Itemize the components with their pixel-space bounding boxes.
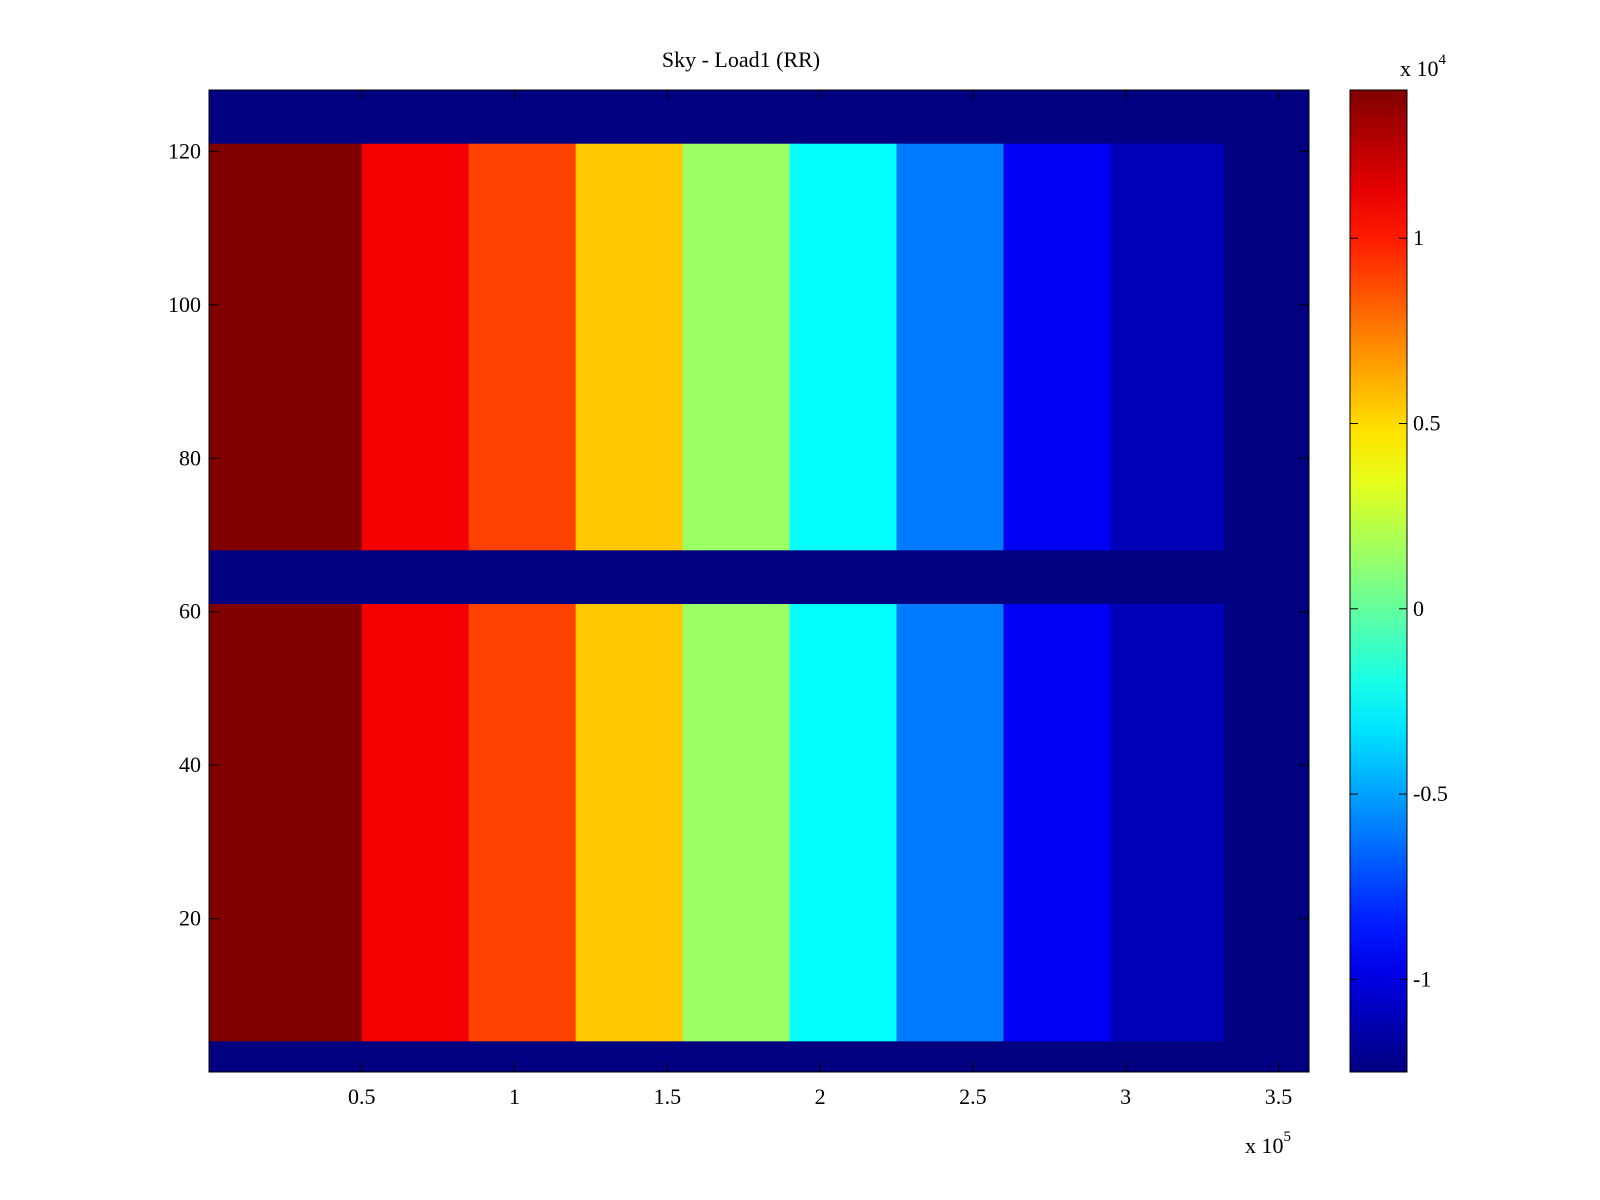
- y-tick-label: 100: [168, 292, 201, 317]
- heatmap-cell-band1-col8: [1110, 143, 1225, 551]
- heatmap-cell-band0-col7: [1003, 604, 1111, 1042]
- y-tick-label: 60: [179, 599, 201, 624]
- y-tick-label: 80: [179, 445, 201, 470]
- x-tick-label: 1.5: [654, 1084, 682, 1109]
- heatmap-cell-band1-col0: [209, 143, 363, 551]
- y-tick-label: 20: [179, 906, 201, 931]
- colorbar-tick-label: 1: [1413, 225, 1424, 250]
- heatmap-cell-band1-col4: [682, 143, 791, 551]
- x-tick-label: 3: [1120, 1084, 1131, 1109]
- heatmap-cell-band1-col7: [1003, 143, 1111, 551]
- y-tick-label: 40: [179, 752, 201, 777]
- colorbar-tick-label: -1: [1413, 966, 1431, 991]
- heatmap-cell-band1-col6: [896, 143, 1005, 551]
- heatmap-cell-band0-col5: [789, 604, 898, 1042]
- colorbar-scale-label: x 104: [1400, 52, 1447, 81]
- colorbar-frame: [1349, 89, 1408, 1073]
- heatmap-cell-band0-col3: [575, 604, 684, 1042]
- plot-frame: [208, 89, 1310, 1073]
- axes: 0.5 1 1.5 2 2.5 3 3.5 20 40 60 80 100 120: [168, 89, 1310, 1109]
- heatmap-cell-band1-col5: [789, 143, 898, 551]
- heatmap-cell-band0-col2: [468, 604, 577, 1042]
- colorbar: -1 -0.5 0 0.5 1: [1349, 89, 1448, 1073]
- x-tick-label: 3.5: [1265, 1084, 1293, 1109]
- colorbar-tick-label: 0: [1413, 596, 1424, 621]
- x-tick-label: 2.5: [959, 1084, 987, 1109]
- x-tick-label: 2: [815, 1084, 826, 1109]
- colorbar-tick-label: 0.5: [1413, 411, 1441, 436]
- heatmap-cell-band1-col2: [468, 143, 577, 551]
- heatmap-cell-band1-col3: [575, 143, 684, 551]
- chart-title: Sky - Load1 (RR): [662, 47, 820, 72]
- y-tick-label: 120: [168, 138, 201, 163]
- heatmap-cell-band0-col8: [1110, 604, 1225, 1042]
- heatmap: [209, 90, 1309, 1072]
- colorbar-tick-label: -0.5: [1413, 781, 1448, 806]
- x-scale-label: x 105: [1245, 1129, 1291, 1158]
- x-tick-label: 0.5: [348, 1084, 376, 1109]
- x-tick-label: 1: [509, 1084, 520, 1109]
- heatmap-cell-band1-col1: [361, 143, 470, 551]
- heatmap-cell-band0-col1: [361, 604, 470, 1042]
- colorbar-gradient: [1350, 90, 1407, 1072]
- heatmap-cell-band0-col6: [896, 604, 1005, 1042]
- heatmap-cell-band0-col4: [682, 604, 791, 1042]
- heatmap-cell-band0-col0: [209, 604, 363, 1042]
